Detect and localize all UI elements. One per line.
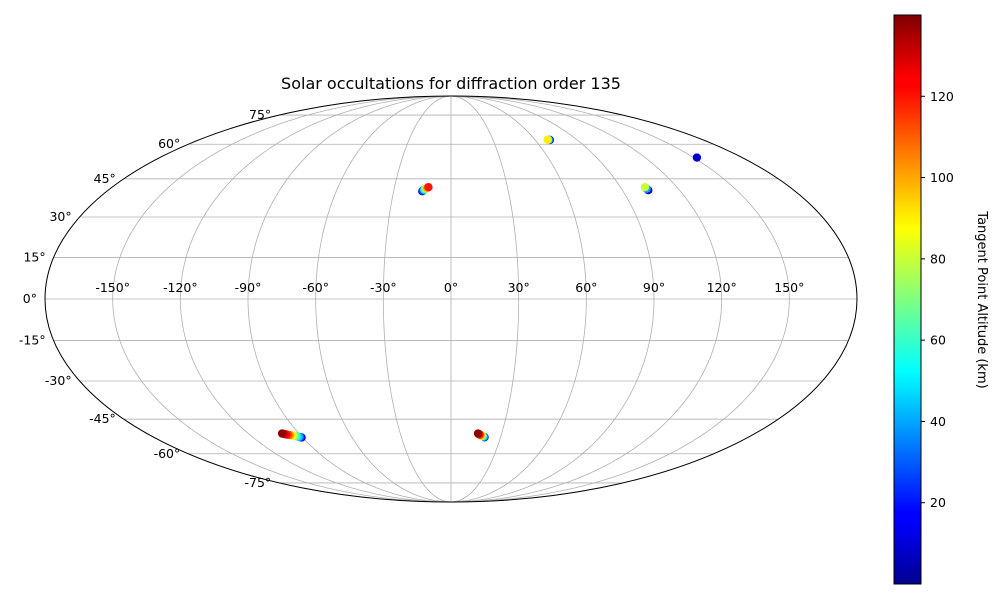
latitude-tick-label: 0° (23, 291, 37, 306)
longitude-tick-label: -120° (163, 280, 198, 295)
longitude-tick-label: 0° (444, 280, 458, 295)
meridian-line (315, 96, 452, 502)
meridian-line (179, 96, 452, 502)
latitude-tick-label: 75° (249, 107, 271, 122)
longitude-tick-labels: -150° -120° -90° -60° -30° 0° 30° 60° 90° 120° 150… (95, 280, 804, 295)
latitude-tick-labels: -75° -60° -45° -30° -15° 0° 15° 30° 45° 60° 75° (19, 107, 271, 490)
longitude-tick-label: 60° (575, 280, 597, 295)
meridian-line (450, 96, 520, 502)
colorbar-ticks: 20 40 60 80 100 120 (921, 89, 954, 510)
longitude-tick-label: 150° (774, 280, 804, 295)
latitude-tick-label: 15° (23, 249, 45, 264)
chart-title: Solar occultations for diffraction order… (281, 74, 621, 93)
colorbar-label: Tangent Point Altitude (km) (974, 210, 989, 388)
scatter-points (277, 135, 702, 442)
data-point (543, 135, 552, 144)
colorbar-tick-label: 20 (930, 495, 946, 510)
latitude-tick-label: -60° (154, 446, 181, 461)
latitude-tick-label: -75° (245, 475, 272, 490)
longitude-tick-label: 90° (643, 280, 665, 295)
colorbar-tick-label: 40 (930, 414, 946, 429)
longitude-tick-label: -90° (235, 280, 262, 295)
map-boundary (44, 95, 858, 503)
meridian-line (450, 96, 790, 502)
longitude-tick-label: 30° (508, 280, 530, 295)
latitude-tick-label: 45° (94, 171, 116, 186)
longitude-tick-label: -30° (370, 280, 397, 295)
latitude-tick-label: -30° (45, 373, 72, 388)
meridian-line (450, 96, 723, 502)
data-point (277, 429, 287, 438)
latitude-tick-label: 60° (158, 136, 180, 151)
meridian-line (247, 96, 452, 502)
data-point (424, 183, 433, 192)
meridian-line (450, 96, 655, 502)
meridian-line (382, 96, 452, 502)
colorbar-tick-label: 100 (930, 170, 954, 185)
longitude-tick-label: 120° (707, 280, 737, 295)
graticule-grid (45, 96, 857, 502)
colorbar (893, 14, 922, 585)
latitude-tick-label: -45° (89, 411, 116, 426)
colorbar-tick-label: 80 (930, 251, 946, 266)
longitude-tick-label: -150° (95, 280, 130, 295)
meridian-line (450, 96, 587, 502)
latitude-tick-label: 30° (49, 209, 71, 224)
meridian-line (112, 96, 452, 502)
longitude-tick-label: -60° (302, 280, 329, 295)
data-point (640, 183, 650, 192)
data-point (473, 429, 483, 438)
data-point (692, 153, 702, 162)
latitude-tick-label: -15° (19, 333, 46, 348)
colorbar-tick-label: 120 (930, 89, 954, 104)
colorbar-tick-label: 60 (930, 333, 946, 348)
